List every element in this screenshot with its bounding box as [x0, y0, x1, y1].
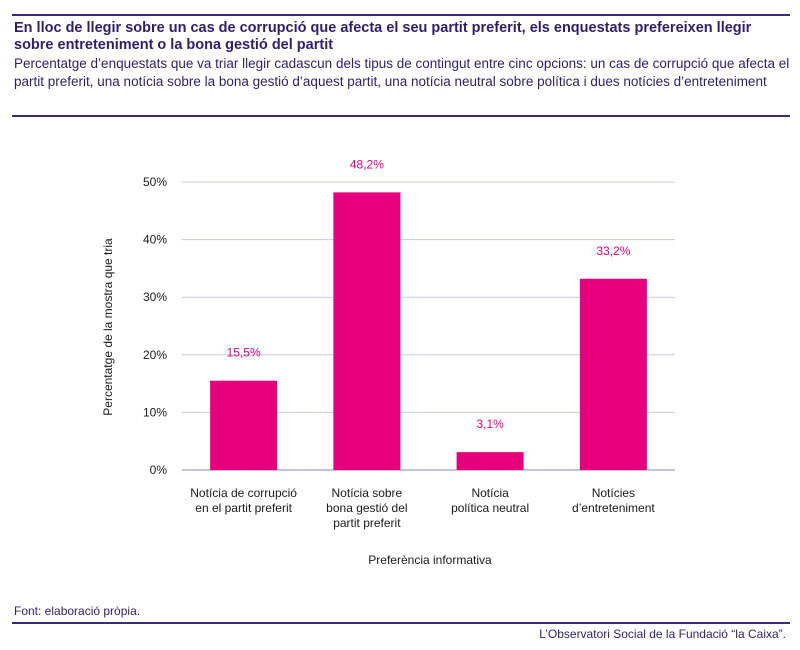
- x-tick-label: Notícies d’entreteniment: [572, 486, 655, 515]
- y-tick-label: 10%: [143, 405, 167, 419]
- x-tick-label: Notícia política neutral: [451, 486, 529, 515]
- footer-rule: [12, 622, 790, 624]
- bar: [456, 452, 524, 470]
- x-tick-label-line: en el partit preferit: [195, 501, 292, 515]
- x-tick-label-line: política neutral: [451, 501, 529, 515]
- bar: [333, 192, 401, 471]
- source-note: Font: elaboració pròpia.: [14, 604, 141, 618]
- y-axis-ticks: 0% 10% 20% 30% 40% 50%: [143, 175, 167, 477]
- x-axis-ticks: Notícia de corrupció en el partit preferi…: [190, 486, 655, 530]
- x-tick-label-line: bona gestió del: [326, 501, 407, 515]
- x-tick-label-line: Notícia de corrupció: [190, 486, 297, 500]
- x-tick-label-line: Notícia: [471, 486, 509, 500]
- y-axis-label: Percentatge de la mostra que tria: [101, 238, 115, 416]
- header-rule: [12, 115, 790, 117]
- y-tick-label: 20%: [143, 348, 167, 362]
- x-tick-label: Notícia de corrupció en el partit preferi…: [190, 486, 297, 515]
- chart-title: En lloc de llegir sobre un cas de corrup…: [14, 20, 752, 53]
- top-rule: [12, 14, 790, 16]
- bars: [210, 192, 647, 471]
- x-tick-label-line: d’entreteniment: [572, 501, 655, 515]
- y-tick-label: 50%: [143, 175, 167, 189]
- bar: [579, 278, 647, 470]
- data-label: 15,5%: [227, 346, 261, 360]
- data-label: 48,2%: [350, 157, 384, 171]
- data-label: 33,2%: [596, 244, 630, 258]
- chart-subtitle: Percentatge d’enquestats que va triar ll…: [14, 56, 790, 89]
- data-labels: 15,5% 48,2% 3,1% 33,2%: [227, 157, 631, 431]
- x-axis-label: Preferència informativa: [368, 553, 492, 567]
- data-label: 3,1%: [476, 417, 504, 431]
- y-tick-label: 30%: [143, 290, 167, 304]
- x-tick-label-line: Notícies: [592, 486, 635, 500]
- x-tick-label-line: partit preferit: [333, 516, 401, 530]
- bar: [210, 380, 278, 470]
- bar-chart: 0% 10% 20% 30% 40% 50% 15,5% 48,2% 3,1% 33,2% No…: [101, 157, 675, 567]
- y-tick-label: 0%: [150, 463, 168, 477]
- x-tick-label-line: Notícia sobre: [332, 486, 403, 500]
- y-tick-label: 40%: [143, 233, 167, 247]
- footer-credit: L’Observatori Social de la Fundació “la …: [539, 627, 786, 641]
- x-tick-label: Notícia sobre bona gestió del partit prefe…: [326, 486, 407, 530]
